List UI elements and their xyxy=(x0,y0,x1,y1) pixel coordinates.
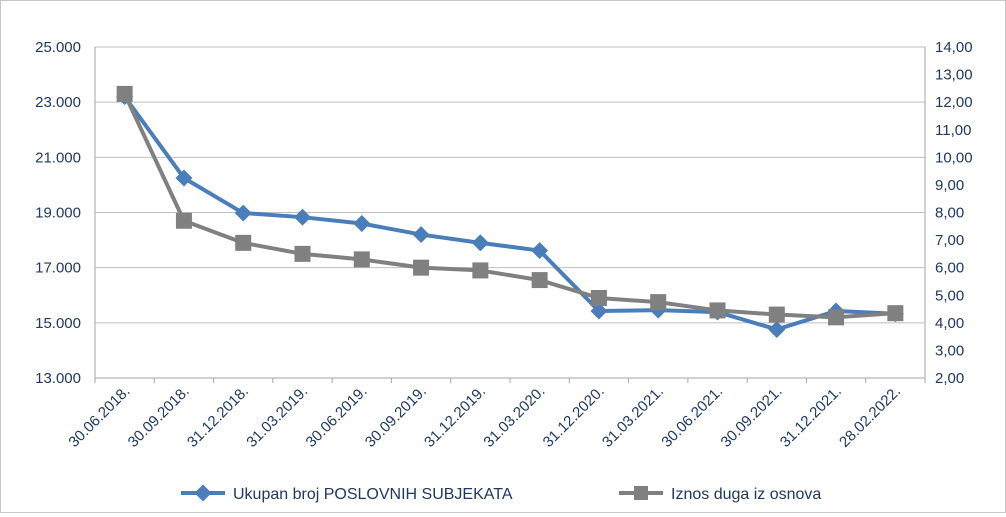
series-1 xyxy=(116,88,904,338)
legend-marker-diamond xyxy=(194,484,212,502)
x-tick-label: 31.03.2019. xyxy=(243,383,311,451)
right-tick-label: 6,00 xyxy=(935,260,964,277)
right-tick-label: 13,00 xyxy=(935,67,973,84)
right-tick-label: 9,00 xyxy=(935,177,964,194)
left-tick-label: 23.000 xyxy=(35,94,81,111)
x-tick-label: 31.12.2021. xyxy=(777,383,845,451)
right-tick-label: 10,00 xyxy=(935,149,973,166)
legend-label-series-1: Ukupan broj POSLOVNIH SUBJEKATA xyxy=(233,486,513,503)
left-tick-label: 17.000 xyxy=(35,260,81,277)
right-tick-label: 12,00 xyxy=(935,94,973,111)
x-tick-label: 30.09.2019. xyxy=(362,383,430,451)
data-point-diamond xyxy=(590,302,608,320)
right-tick-label: 11,00 xyxy=(935,122,971,139)
legend-item-series-1: Ukupan broj POSLOVNIH SUBJEKATA xyxy=(181,484,513,503)
right-tick-label: 5,00 xyxy=(935,287,964,304)
data-point-diamond xyxy=(531,242,549,260)
data-point-square xyxy=(353,251,370,268)
left-tick-label: 21.000 xyxy=(35,149,81,166)
data-point-diamond xyxy=(234,204,252,222)
data-point-diamond xyxy=(353,215,371,233)
left-tick-label: 13.000 xyxy=(35,370,81,387)
gridlines xyxy=(94,46,926,383)
right-tick-label: 2,00 xyxy=(935,370,964,387)
series-2 xyxy=(116,85,904,326)
data-point-square xyxy=(116,85,133,102)
left-axis-ticks: 13.000 15.000 17.000 19.000 21.000 23.000 25.0… xyxy=(35,39,81,387)
data-point-square xyxy=(294,245,311,262)
right-tick-label: 8,00 xyxy=(935,205,964,222)
legend-marker-square xyxy=(634,486,648,500)
series-2-line xyxy=(122,93,896,320)
x-tick-label: 31.12.2020. xyxy=(540,383,608,451)
right-tick-label: 7,00 xyxy=(935,232,964,249)
x-tick-label: 31.03.2021. xyxy=(599,383,667,451)
data-point-square xyxy=(531,272,548,289)
x-tick-label: 31.03.2020. xyxy=(480,383,548,451)
x-tick-label: 31.12.2018. xyxy=(184,383,252,451)
data-point-square xyxy=(828,309,845,326)
left-tick-label: 25.000 xyxy=(35,39,81,56)
legend-label-series-2: Iznos duga iz osnova xyxy=(671,486,821,503)
data-point-square xyxy=(590,290,607,307)
data-point-diamond xyxy=(768,320,786,338)
data-point-square xyxy=(887,305,904,322)
x-tick-label: 31.12.2019. xyxy=(421,383,489,451)
data-point-diamond xyxy=(471,234,489,252)
x-tick-label: 30.06.2021. xyxy=(658,383,726,451)
x-tick-label: 30.06.2018. xyxy=(65,383,133,451)
series-layer xyxy=(116,85,904,338)
data-point-square xyxy=(709,302,726,319)
left-tick-label: 15.000 xyxy=(35,315,81,332)
x-tick-label: 28.02.2022. xyxy=(836,383,904,451)
left-tick-label: 19.000 xyxy=(35,205,81,222)
data-point-square xyxy=(768,306,785,323)
data-point-square xyxy=(413,259,430,276)
data-point-square xyxy=(235,234,252,251)
data-point-square xyxy=(175,212,192,229)
data-point-diamond xyxy=(412,226,430,244)
legend: Ukupan broj POSLOVNIH SUBJEKATA Iznos du… xyxy=(181,484,821,503)
right-tick-label: 3,00 xyxy=(935,342,964,359)
series-1-line xyxy=(123,95,896,332)
x-tick-label: 30.09.2018. xyxy=(125,383,193,451)
legend-item-series-2: Iznos duga iz osnova xyxy=(619,486,821,503)
x-tick-label: 30.09.2021. xyxy=(718,383,786,451)
right-tick-label: 14,00 xyxy=(935,39,973,56)
x-tick-label: 30.06.2019. xyxy=(303,383,371,451)
x-axis-ticks: 30.06.2018.30.09.2018.31.12.2018.31.03.2… xyxy=(65,383,904,451)
data-point-square xyxy=(650,294,667,311)
data-point-diamond xyxy=(294,208,311,226)
right-tick-label: 4,00 xyxy=(935,315,964,332)
right-axis-ticks: 2,00 3,00 4,00 5,00 6,00 7,00 8,00 9,00 10,00 11,… xyxy=(935,39,973,387)
data-point-square xyxy=(472,262,489,279)
data-point-diamond xyxy=(175,169,193,187)
